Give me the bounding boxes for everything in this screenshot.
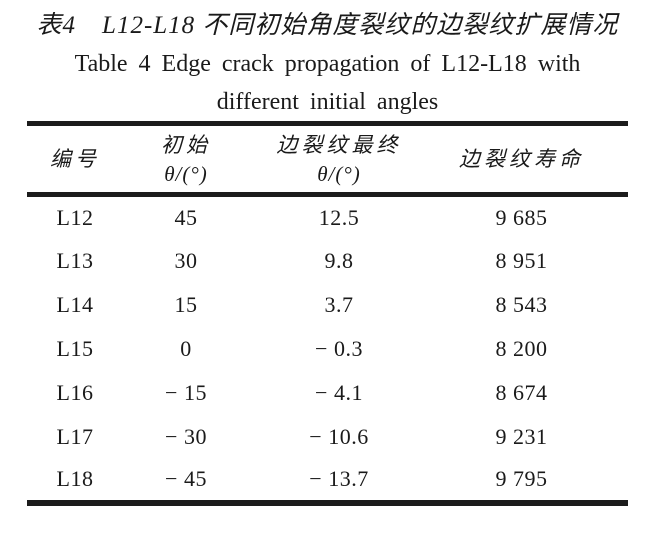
cell-final-angle: − 0.3 [315,335,363,361]
cell-specimen-id: L17 [56,423,94,449]
table-row: L18 − 45 − 13.7 9 795 [27,459,628,503]
cell-specimen-id: L16 [56,379,94,405]
cell-crack-life: 9 231 [495,423,548,449]
cell-initial-angle: − 30 [165,423,207,449]
header-final-angle-unit: θ/(°) [317,162,361,186]
table-row: L13 30 9.8 8 951 [27,239,628,283]
header-crack-life: 边裂纹寿命 [429,124,628,195]
cell-initial-angle: − 15 [165,379,207,405]
table-row: L16 − 15 − 4.1 8 674 [27,371,628,415]
cell-initial-angle: − 45 [165,466,207,491]
cell-final-angle: 9.8 [324,247,354,273]
cell-crack-life: 9 795 [495,466,548,491]
table-header-row: 编号 初始 θ/(°) 边裂纹最终 θ/(°) 边裂纹寿命 [27,124,628,195]
header-initial-angle: 初始 θ/(°) [123,124,249,195]
cell-crack-life: 9 685 [495,204,548,230]
table-caption-en-line1: Table 4 Edge crack propagation of L12-L1… [74,51,581,77]
table-header: 编号 初始 θ/(°) 边裂纹最终 θ/(°) 边裂纹寿命 [27,124,628,195]
table-body: L12 45 12.5 9 685 L13 30 9.8 8 951 L14 1… [27,195,628,503]
cell-final-angle: − 10.6 [309,423,369,449]
data-table: 编号 初始 θ/(°) 边裂纹最终 θ/(°) 边裂纹寿命 L12 45 12 [27,121,628,506]
cell-initial-angle: 0 [180,335,192,361]
table-caption-zh: 表4 L12-L18 不同初始角度裂纹的边裂纹扩展情况 [36,12,619,39]
header-initial-angle-unit: θ/(°) [164,162,208,186]
cell-crack-life: 8 200 [495,335,548,361]
table-caption-en-line2: different initial angles [216,89,439,115]
cell-final-angle: 3.7 [324,291,354,317]
cell-specimen-id: L12 [56,204,94,230]
cell-specimen-id: L14 [56,291,94,317]
cell-final-angle: 12.5 [318,204,360,230]
cell-initial-angle: 30 [174,247,198,273]
header-final-angle: 边裂纹最终 θ/(°) [249,124,429,195]
cell-crack-life: 8 543 [495,291,548,317]
header-final-angle-label: 边裂纹最终 [276,133,402,157]
table-captions: 表4 L12-L18 不同初始角度裂纹的边裂纹扩展情况 Table 4 Edge… [0,0,655,121]
table-row: L15 0 − 0.3 8 200 [27,327,628,371]
table-row: L12 45 12.5 9 685 [27,195,628,239]
cell-final-angle: − 13.7 [309,466,369,491]
cell-crack-life: 8 951 [495,247,548,273]
cell-specimen-id: L13 [56,247,94,273]
cell-specimen-id: L18 [56,466,94,491]
header-initial-angle-label: 初始 [161,133,211,157]
cell-initial-angle: 45 [174,204,198,230]
header-crack-life-label: 边裂纹寿命 [459,147,584,171]
table-row: L14 15 3.7 8 543 [27,283,628,327]
cell-specimen-id: L15 [56,335,94,361]
table-row: L17 − 30 − 10.6 9 231 [27,415,628,459]
cell-final-angle: − 4.1 [315,379,363,405]
header-specimen-id: 编号 [27,124,123,195]
cell-crack-life: 8 674 [495,379,548,405]
header-specimen-id-label: 编号 [50,147,100,171]
cell-initial-angle: 15 [174,291,198,317]
